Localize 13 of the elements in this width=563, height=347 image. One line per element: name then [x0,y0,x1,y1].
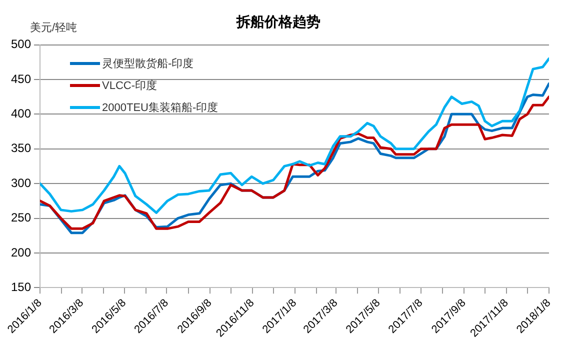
y-axis-title: 美元/轻吨 [30,20,78,35]
chart-title: 拆船价格趋势 [236,13,320,30]
y-tick-label: 250 [10,210,32,225]
y-tick-label: 500 [10,37,32,52]
y-tick-label: 200 [10,245,32,260]
y-tick-label: 450 [10,72,32,86]
legend-label: VLCC-印度 [102,78,158,92]
legend-label: 灵便型散货船-印度 [102,56,194,70]
y-tick-label: 350 [10,141,32,156]
y-tick-label: 400 [10,106,32,120]
legend-label: 2000TEU集装箱船-印度 [102,100,218,114]
y-tick-label: 300 [10,176,32,190]
y-tick-label: 150 [10,280,32,294]
